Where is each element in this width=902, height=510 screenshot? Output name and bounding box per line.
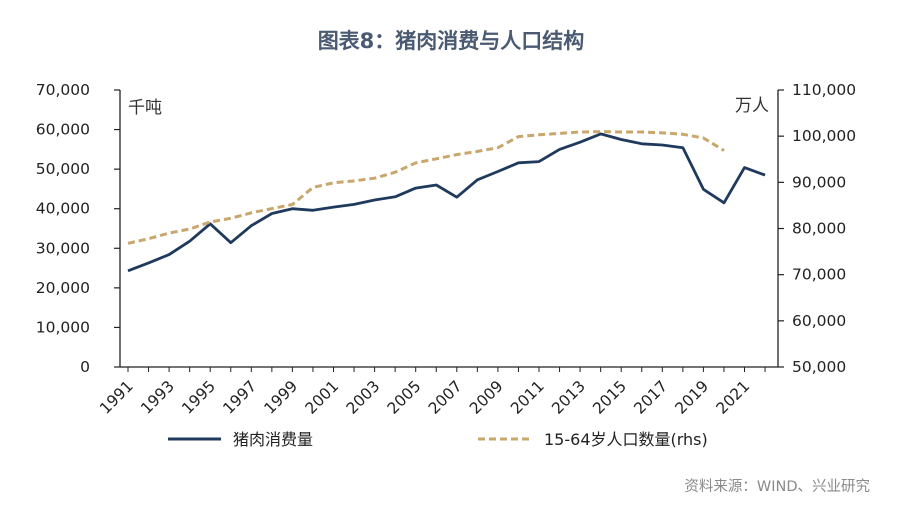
x-tick-label: 1997 [220, 377, 261, 418]
right-axis-ticks: 50,000 60,000 70,000 80,000 90,000 100,000 110… [778, 81, 856, 376]
right-tick-label: 110,000 [792, 81, 856, 99]
x-tick-label: 2019 [672, 377, 713, 418]
left-tick-label: 0 [80, 358, 90, 376]
chart-title: 图表8：猪肉消费与人口结构 [318, 29, 585, 53]
left-tick-label: 10,000 [36, 318, 90, 336]
legend: 猪肉消费量 15-64岁人口数量(rhs) [168, 430, 708, 449]
left-tick-label: 40,000 [36, 200, 90, 218]
left-tick-label: 60,000 [36, 121, 90, 139]
legend-label-pork: 猪肉消费量 [233, 430, 313, 449]
x-tick-label: 2007 [425, 377, 466, 418]
source-note: 资料来源：WIND、兴业研究 [684, 478, 870, 495]
x-tick-label: 1993 [137, 377, 178, 418]
axes-layer [119, 90, 779, 368]
x-tick-label: 2021 [713, 377, 754, 418]
x-axis-ticks: 1991 1993 1995 1997 1999 2001 2003 2005 2007 2009… [96, 367, 766, 418]
left-tick-label: 20,000 [36, 279, 90, 297]
x-tick-label: 1991 [96, 377, 137, 418]
left-tick-label: 70,000 [36, 81, 90, 99]
x-tick-label: 1999 [261, 377, 302, 418]
x-tick-label: 2011 [507, 377, 548, 418]
right-axis-unit: 万人 [735, 96, 769, 116]
right-tick-label: 50,000 [792, 358, 846, 376]
x-tick-label: 2013 [548, 377, 589, 418]
x-tick-label: 2015 [589, 377, 630, 418]
x-tick-label: 2005 [384, 377, 425, 418]
series-line-pork-consumption [127, 132, 766, 273]
x-tick-label: 2003 [343, 377, 384, 418]
left-tick-label: 50,000 [36, 160, 90, 178]
series-line-working-age-population [127, 130, 725, 245]
legend-label-population: 15-64岁人口数量(rhs) [544, 430, 708, 449]
right-tick-label: 100,000 [792, 127, 856, 145]
x-tick-label: 2009 [466, 377, 507, 418]
right-tick-label: 90,000 [792, 173, 846, 191]
left-axis-ticks: 0 10,000 20,000 30,000 40,000 50,000 60,000 70,… [36, 81, 120, 376]
x-tick-label: 2001 [302, 377, 343, 418]
right-tick-label: 60,000 [792, 312, 846, 330]
x-tick-label: 2017 [631, 377, 672, 418]
x-tick-label: 1995 [178, 377, 219, 418]
left-axis-unit: 千吨 [128, 98, 162, 118]
left-tick-label: 30,000 [36, 239, 90, 257]
right-tick-label: 70,000 [792, 266, 846, 284]
right-tick-label: 80,000 [792, 220, 846, 238]
series-layer [127, 130, 766, 273]
